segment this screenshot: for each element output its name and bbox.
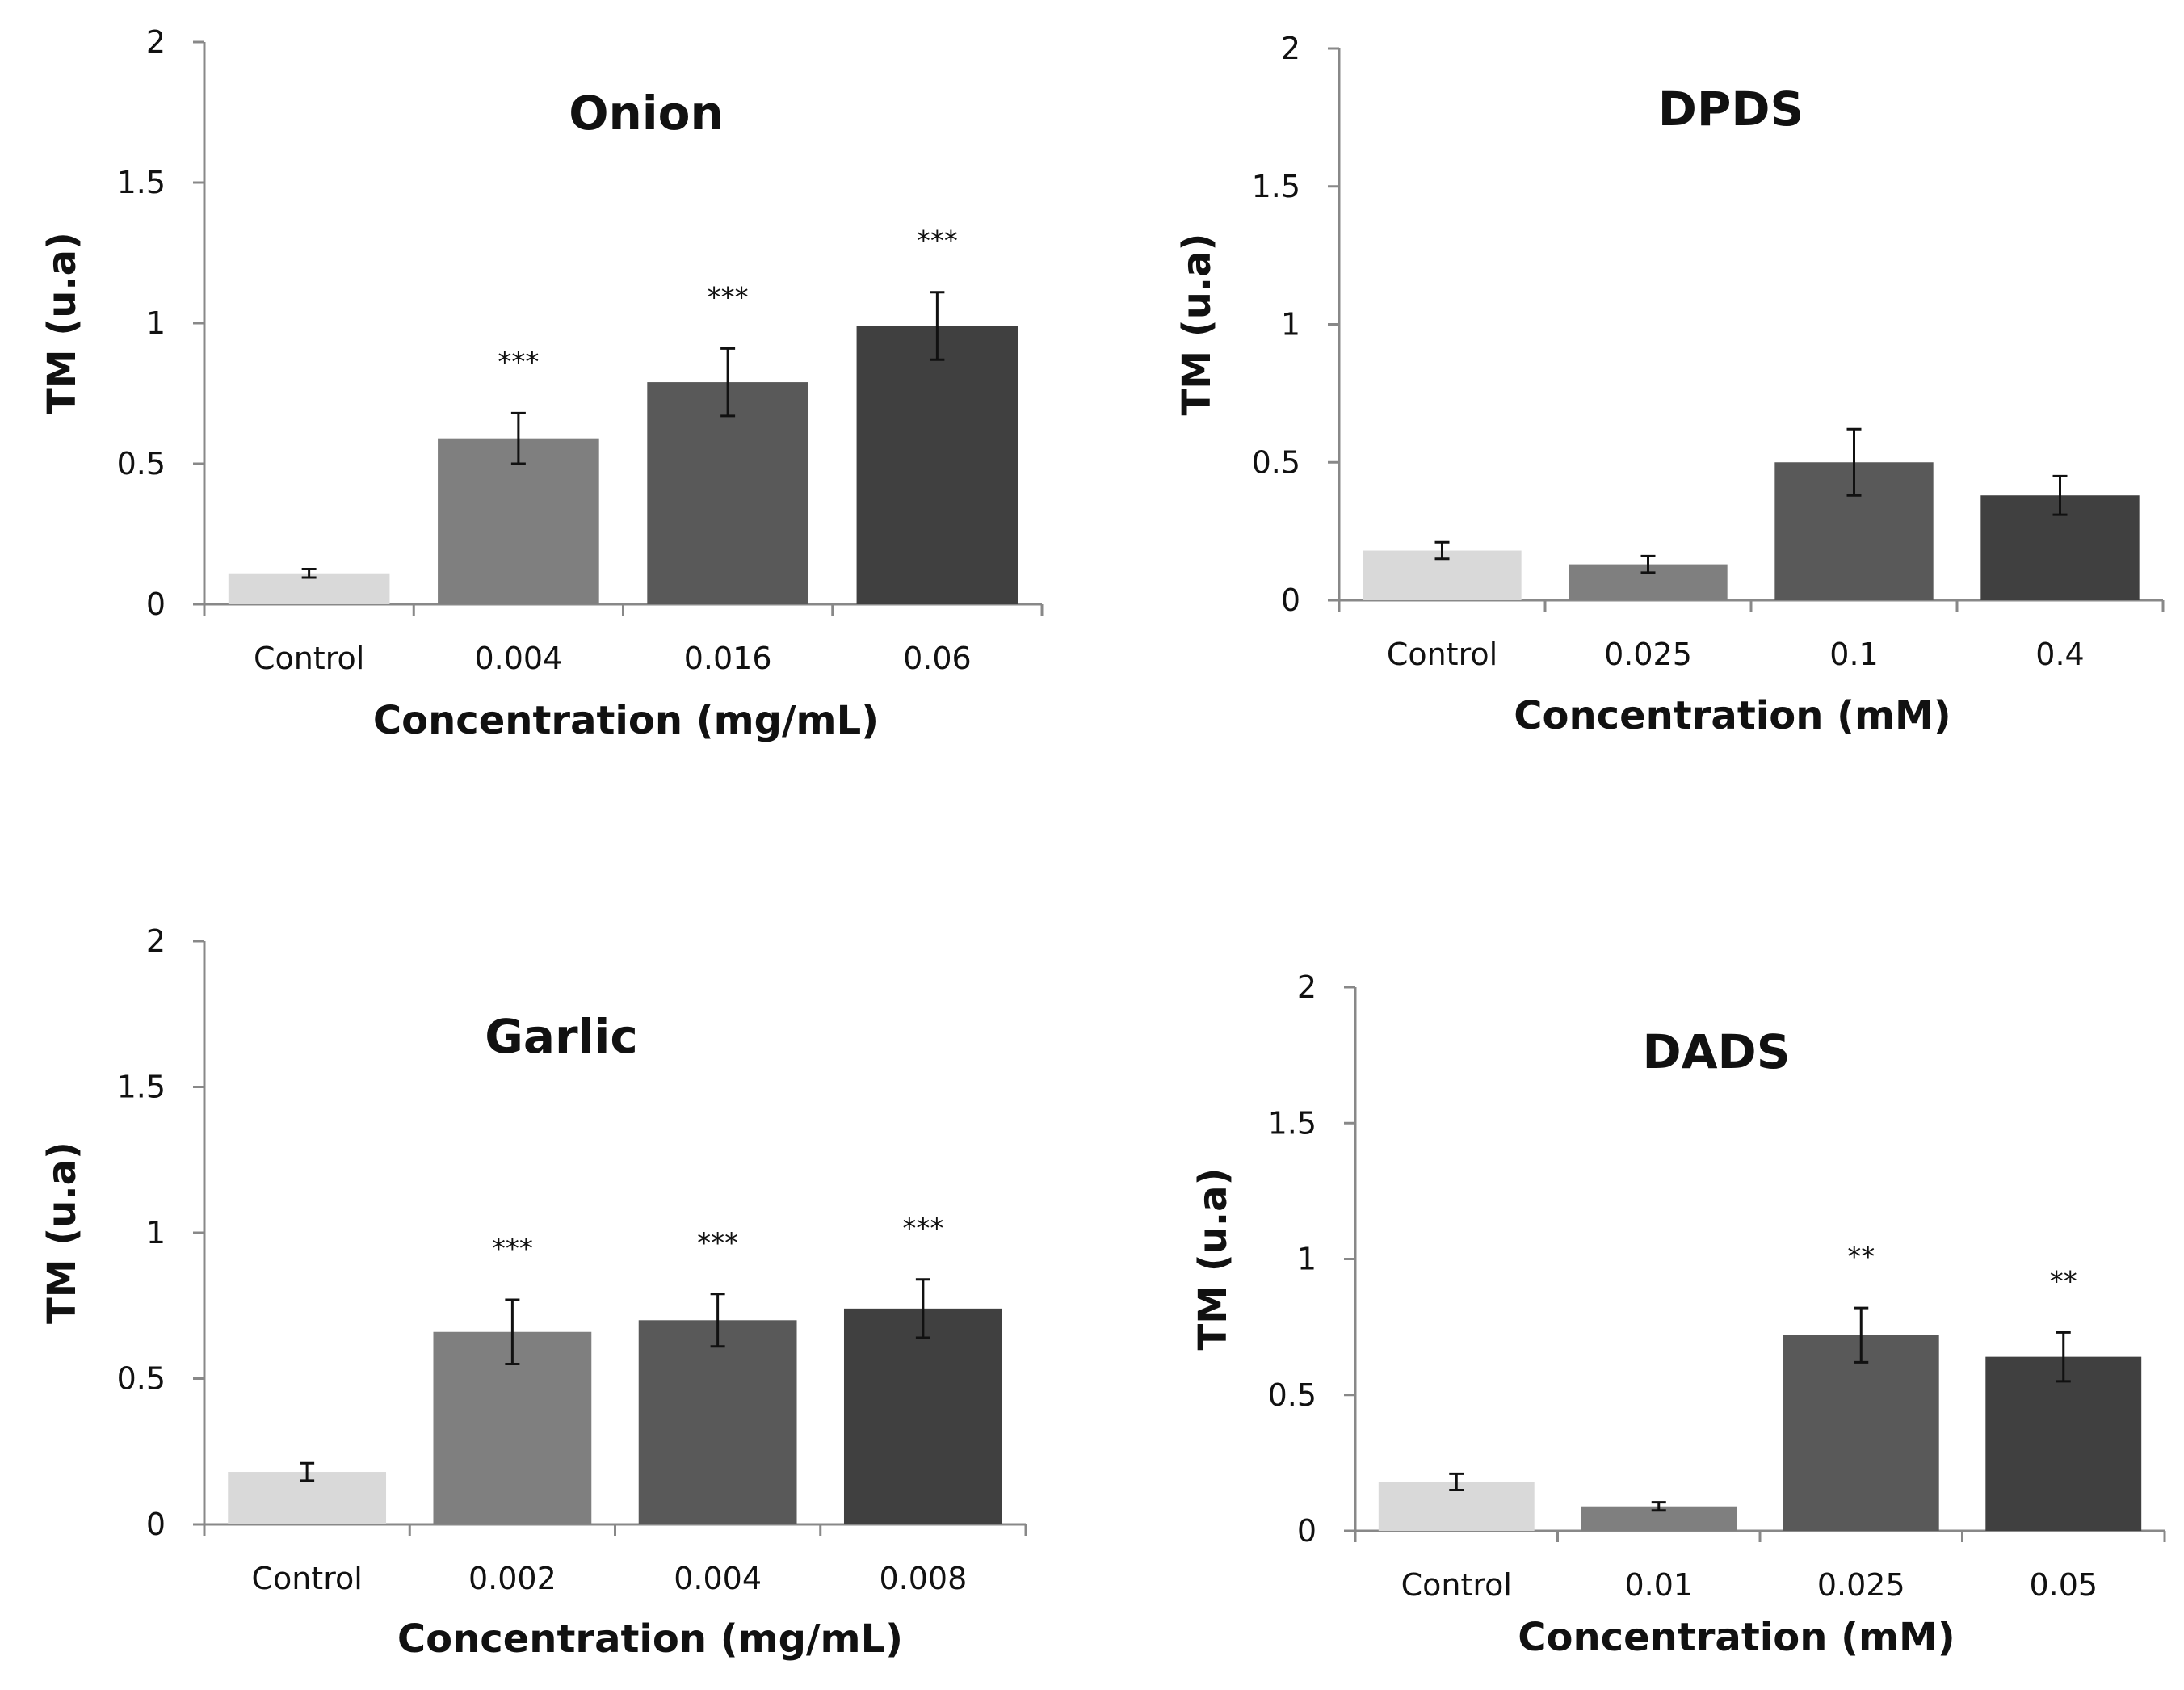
chart-3-category-label: 0.004 [674, 1561, 762, 1596]
chart-4-category-label: 0.01 [1624, 1567, 1693, 1603]
chart-2-title: DPDS [1658, 82, 1804, 137]
chart-1-y-tick-label: 2 [146, 24, 166, 60]
chart-2-category-label: Control [1387, 637, 1497, 672]
chart-2-y-tick-label: 2 [1281, 31, 1300, 66]
chart-1-significance-label: *** [498, 346, 539, 378]
chart-1-y-tick-label: 0 [146, 586, 166, 622]
chart-3-title: Garlic [485, 1009, 638, 1064]
chart-1-title: Onion [569, 86, 724, 141]
chart-4-category-label: 0.05 [2029, 1567, 2098, 1603]
chart-3-significance-label: *** [492, 1233, 533, 1265]
chart-1-y-tick-label: 1.5 [117, 165, 166, 200]
chart-4-y-tick-label: 1.5 [1268, 1105, 1317, 1141]
chart-3-category-label: Control [251, 1561, 362, 1596]
chart-2-y-tick-label: 1 [1281, 307, 1300, 343]
chart-1-bar [647, 382, 808, 604]
chart-3-y-tick-label: 1.5 [117, 1070, 166, 1105]
chart-4-bar [1985, 1356, 2142, 1531]
chart-4-significance-label: ** [2050, 1265, 2077, 1297]
chart-1-significance-label: *** [708, 281, 749, 313]
chart-1-y-tick-label: 0.5 [117, 446, 166, 481]
chart-2-x-axis-title: Concentration (mM) [1514, 693, 1951, 738]
chart-4-y-tick-label: 0 [1297, 1513, 1317, 1549]
chart-3-bar [843, 1308, 1002, 1524]
chart-3-significance-label: *** [697, 1227, 738, 1259]
chart-1-y-axis-title: TM (u.a) [40, 232, 85, 414]
chart-2-category-label: 0.025 [1604, 637, 1692, 672]
chart-4-category-label: Control [1401, 1567, 1512, 1603]
chart-3-y-tick-label: 1 [146, 1215, 166, 1251]
chart-2-y-axis-title: TM (u.a) [1174, 233, 1220, 416]
chart-3-category-label: 0.008 [879, 1561, 967, 1596]
chart-1-y-tick-label: 1 [146, 305, 166, 341]
chart-1-category-label: 0.06 [903, 641, 972, 676]
chart-3-y-tick-label: 0 [146, 1507, 166, 1542]
chart-2-y-tick-label: 0.5 [1252, 444, 1300, 480]
chart-1-significance-label: *** [917, 225, 958, 258]
chart-3-bar [638, 1320, 797, 1524]
chart-2-category-label: 0.4 [2035, 637, 2084, 672]
chart-2-y-tick-label: 0 [1281, 582, 1300, 618]
chart-3-y-axis-title: TM (u.a) [40, 1141, 85, 1324]
chart-4-y-axis-title: TM (u.a) [1191, 1168, 1236, 1351]
chart-4-y-tick-label: 0.5 [1268, 1377, 1317, 1413]
chart-1-category-label: Control [254, 641, 364, 676]
chart-3-y-tick-label: 0.5 [117, 1361, 166, 1397]
chart-4-y-tick-label: 1 [1297, 1242, 1317, 1277]
chart-4-y-tick-label: 2 [1297, 969, 1317, 1005]
chart-4-x-axis-title: Concentration (mM) [1518, 1615, 1955, 1660]
chart-2-category-label: 0.1 [1829, 637, 1878, 672]
chart-1-bar [438, 438, 599, 604]
chart-3-category-label: 0.002 [468, 1561, 556, 1596]
chart-1-bar [856, 326, 1018, 604]
chart-3-x-axis-title: Concentration (mg/mL) [397, 1616, 903, 1662]
chart-2-y-tick-label: 1.5 [1252, 169, 1300, 204]
chart-1-category-label: 0.016 [684, 641, 772, 676]
chart-4-bar [1783, 1335, 1939, 1531]
chart-1-x-axis-title: Concentration (mg/mL) [373, 698, 879, 743]
chart-3-significance-label: *** [902, 1213, 943, 1245]
chart-3-y-tick-label: 2 [146, 923, 166, 959]
chart-1-category-label: 0.004 [474, 641, 562, 676]
chart-4-significance-label: ** [1847, 1241, 1875, 1273]
chart-4-category-label: 0.025 [1817, 1567, 1905, 1603]
chart-4-title: DADS [1643, 1024, 1791, 1079]
